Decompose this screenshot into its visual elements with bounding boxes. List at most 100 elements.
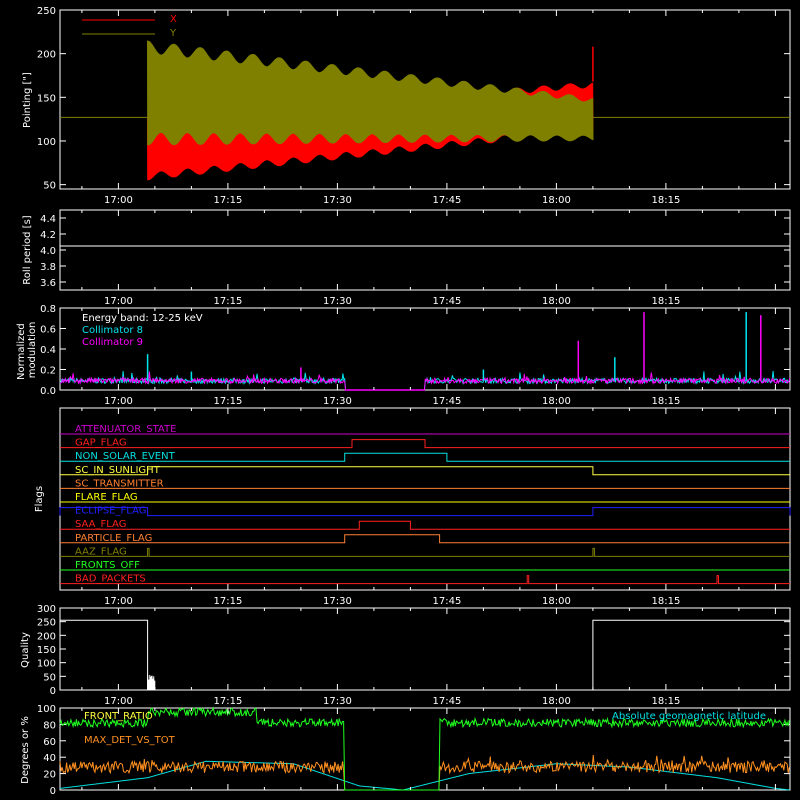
flag-label-aaz-flag: AAZ_FLAG <box>75 546 127 557</box>
legend-collimator-9: Collimator 9 <box>82 337 143 348</box>
flag-label-particle-flag: PARTICLE_FLAG <box>75 533 152 544</box>
y-tick-label: 0 <box>50 786 56 797</box>
time-tick-label: 17:45 <box>432 596 461 607</box>
y-tick-label: 0.8 <box>40 304 56 315</box>
y-tick-label: 0.0 <box>40 386 56 397</box>
flag-trace-gap-flag <box>60 439 790 449</box>
energy-band-annotation: Energy band: 12-25 keV <box>82 313 203 324</box>
time-tick-label: 17:15 <box>213 596 242 607</box>
y-tick-label: 100 <box>37 704 56 715</box>
quality-spikes <box>147 674 156 691</box>
modulation-series-collimator-9 <box>59 371 791 391</box>
y-tick-label: 3.8 <box>40 262 56 273</box>
y-tick-label: 150 <box>37 645 56 656</box>
ratios-panel: 0 20 40 60 80 100 Degrees or % FRONT_RATIO MA… <box>20 704 791 797</box>
pointing-panel: 50 100 150 200 250 Pointing ["] X Y <box>22 6 791 192</box>
time-tick-label: 17:15 <box>213 696 242 707</box>
y-tick-label: 40 <box>43 753 56 764</box>
time-tick-label: 18:00 <box>542 596 571 607</box>
flag-trace-eclipse-flag <box>59 507 791 517</box>
y-tick-label: 60 <box>43 737 56 748</box>
front-ratio-line <box>59 706 790 791</box>
y-tick-label: 4.2 <box>40 230 56 241</box>
flag-trace-saa-flag <box>60 520 790 530</box>
y-tick-label: 4.4 <box>40 214 56 225</box>
flag-label-flare-flag: FLARE_FLAG <box>75 492 138 503</box>
modulation-panel: 0.0 0.2 0.4 0.6 0.8 Normalized modulation En… <box>16 304 791 397</box>
time-tick-label: 17:30 <box>323 396 352 407</box>
flag-trace-sc-in-sunlight <box>60 466 790 476</box>
flag-label-gap-flag: GAP_FLAG <box>75 438 127 449</box>
time-tick-label: 17:15 <box>213 296 242 307</box>
time-tick-label: 17:45 <box>432 396 461 407</box>
y-tick-label: 100 <box>37 659 56 670</box>
y-tick-label: 200 <box>37 631 56 642</box>
time-tick-label: 18:15 <box>651 596 680 607</box>
pointing-plot-area: 50 100 150 200 250 <box>37 6 790 192</box>
time-tick-label: 17:00 <box>104 195 133 206</box>
time-tick-label: 18:00 <box>542 396 571 407</box>
y-tick-label: 0.6 <box>40 325 56 336</box>
ratios-ylabel: Degrees or % <box>20 716 31 784</box>
flag-label-eclipse-flag: ECLIPSE_FLAG <box>75 506 146 517</box>
roll-period-panel: 3.6 3.8 4.0 4.2 4.4 Roll period [s] <box>22 209 791 291</box>
time-tick-label: 17:15 <box>213 195 242 206</box>
time-tick-label: 17:00 <box>104 696 133 707</box>
legend-y-label: Y <box>169 28 177 39</box>
flag-label-attenuator-state: ATTENUATOR_STATE <box>75 424 176 435</box>
y-tick-label: 0 <box>50 686 56 697</box>
time-tick-label: 17:00 <box>104 596 133 607</box>
pointing-axes-frame <box>59 9 791 190</box>
time-tick-label: 17:00 <box>104 396 133 407</box>
y-tick-label: 250 <box>37 618 56 629</box>
quality-plot-area: 0 50 100 150 200 250 300 <box>37 604 790 697</box>
flag-trace-non-solar-event <box>60 452 790 462</box>
pointing-ylabel: Pointing ["] <box>22 72 33 128</box>
flag-trace-bad-packets <box>60 575 790 585</box>
quality-panel: 0 50 100 150 200 250 300 Quality <box>20 604 791 697</box>
time-tick-label: 17:45 <box>432 296 461 307</box>
time-axes: 17:00 17:15 17:30 17:45 18:00 18:15 17:00 17:15… <box>81 10 776 790</box>
y-tick-label: 250 <box>37 6 56 17</box>
y-tick-label: 0.4 <box>40 345 56 356</box>
time-tick-label: 18:15 <box>651 396 680 407</box>
time-tick-label: 17:00 <box>104 296 133 307</box>
modulation-ylabel: Normalized modulation <box>16 320 38 380</box>
time-tick-label: 17:30 <box>323 696 352 707</box>
flag-trace-aaz-flag <box>60 547 790 557</box>
time-tick-label: 17:15 <box>213 396 242 407</box>
y-tick-label: 50 <box>43 181 56 192</box>
time-tick-label: 18:15 <box>651 696 680 707</box>
roll-period-plot-area: 3.6 3.8 4.0 4.2 4.4 <box>40 214 790 289</box>
y-tick-label: 100 <box>37 137 56 148</box>
y-tick-label: 3.6 <box>40 278 56 289</box>
flag-label-non-solar-event: NON_SOLAR_EVENT <box>75 451 176 462</box>
time-tick-label: 17:45 <box>432 696 461 707</box>
time-tick-label: 18:00 <box>542 296 571 307</box>
quality-ylabel: Quality <box>20 632 31 668</box>
time-tick-label: 17:30 <box>323 195 352 206</box>
modulation-ylabel-line2: modulation <box>27 322 38 379</box>
modulation-plot-area: 0.0 0.2 0.4 0.6 0.8 <box>40 304 791 397</box>
y-tick-label: 200 <box>37 50 56 61</box>
time-tick-label: 17:30 <box>323 596 352 607</box>
modulation-ylabel-line1: Normalized <box>16 323 27 380</box>
quality-line <box>60 619 790 691</box>
flag-trace-particle-flag <box>60 534 790 544</box>
flags-plot-area: ATTENUATOR_STATE GAP_FLAG NON_SOLAR_EVENT S… <box>59 424 791 585</box>
legend-x-label: X <box>170 14 177 25</box>
flag-label-sc-transmitter: SC_TRANSMITTER <box>75 478 164 489</box>
pointing-legend: X Y <box>82 14 177 39</box>
time-tick-label: 17:45 <box>432 195 461 206</box>
geomagnetic-latitude-annotation: Absolute geomagnetic latitude <box>612 711 766 722</box>
y-tick-label: 0.2 <box>40 366 56 377</box>
flag-label-fronts-off: FRONTS_OFF <box>75 560 140 571</box>
legend-front-ratio: FRONT_RATIO <box>84 711 153 722</box>
pointing-series-y <box>147 40 594 146</box>
y-tick-label: 80 <box>43 720 56 731</box>
y-tick-label: 50 <box>43 672 56 683</box>
y-tick-label: 150 <box>37 93 56 104</box>
time-tick-label: 18:00 <box>542 696 571 707</box>
legend-collimator-8: Collimator 8 <box>82 325 143 336</box>
